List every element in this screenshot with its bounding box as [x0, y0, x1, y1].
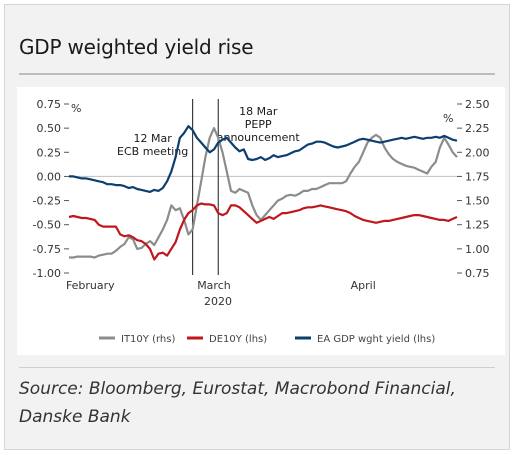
left-axis-unit: %: [71, 102, 81, 115]
left-tick-label: 0.75: [37, 98, 62, 111]
left-tick-label: -1.00: [33, 267, 61, 280]
left-tick-label: 0.50: [37, 122, 62, 135]
right-tick-label: 2.00: [465, 146, 490, 159]
series-line: [69, 126, 458, 259]
left-tick-label: -0.25: [33, 195, 61, 208]
right-tick-label: 1.75: [465, 170, 490, 183]
right-tick-label: 2.50: [465, 98, 490, 111]
x-tick-label: February: [66, 279, 115, 292]
legend-label: DE10Y (lhs): [209, 334, 267, 345]
annotation-line: PEPP: [245, 118, 272, 131]
series-line: [69, 125, 458, 194]
annotation-line: 12 Mar: [134, 132, 173, 145]
annotation-line: announcement: [217, 131, 301, 144]
annotation-line: ECB meeting: [117, 145, 188, 158]
source-note: Source: Bloomberg, Eurostat, Macrobond F…: [19, 379, 456, 427]
line-chart: 0.75 0.50 0.25 0.00 -0.25 -0.50 -0.75 -1.00% 2.5…: [33, 98, 490, 345]
left-tick-label: 0.00: [37, 170, 62, 183]
chart-area: 0.75 0.50 0.25 0.00 -0.25 -0.50 -0.75 -1.00% 2.5…: [17, 87, 505, 355]
x-tick-label: April: [351, 279, 376, 292]
annotation-line: 18 Mar: [239, 105, 278, 118]
legend-label: IT10Y (rhs): [121, 334, 175, 345]
title-divider: [19, 73, 495, 75]
left-tick-label: -0.50: [33, 219, 61, 232]
legend-label: EA GDP wght yield (lhs): [317, 334, 435, 345]
right-tick-label: 0.75: [465, 267, 490, 280]
right-axis-unit: %: [443, 112, 453, 125]
x-axis-year: 2020: [204, 295, 232, 308]
figure-frame: GDP weighted yield rise 0.75 0.50 0.25 0.00…: [4, 4, 510, 450]
left-tick-label: 0.25: [37, 146, 62, 159]
series-line: [68, 202, 458, 261]
right-tick-label: 1.00: [465, 243, 490, 256]
right-tick-label: 1.25: [465, 219, 490, 232]
chart-title: GDP weighted yield rise: [19, 35, 254, 59]
source-divider: [19, 367, 495, 368]
right-tick-label: 1.50: [465, 195, 490, 208]
right-tick-label: 2.25: [465, 122, 490, 135]
x-tick-label: March: [197, 279, 231, 292]
left-tick-label: -0.75: [33, 243, 61, 256]
